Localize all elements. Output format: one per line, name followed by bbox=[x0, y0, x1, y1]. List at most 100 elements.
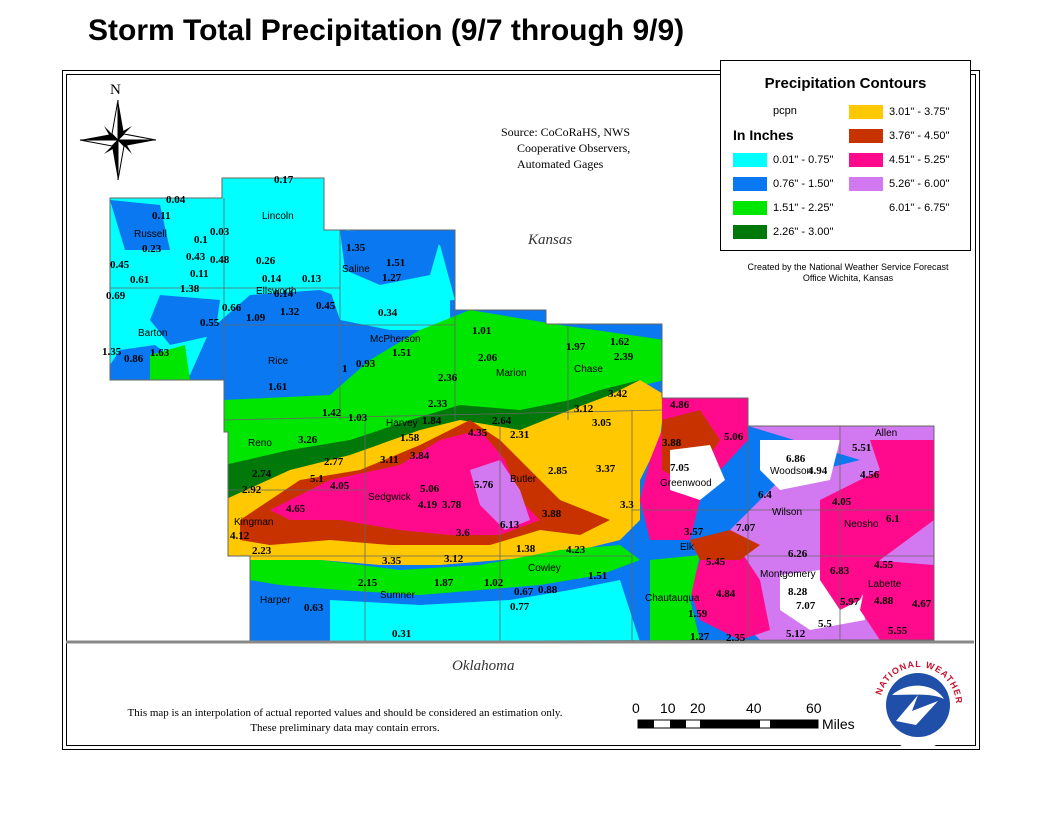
station-value: 0.66 bbox=[222, 302, 242, 314]
station-value: 0.17 bbox=[274, 174, 294, 186]
station-value: 1.03 bbox=[348, 412, 368, 424]
station-value: 2.77 bbox=[324, 456, 344, 468]
station-value: 0.48 bbox=[210, 254, 230, 266]
station-value: 0.31 bbox=[392, 628, 411, 640]
station-value: 4.19 bbox=[418, 499, 438, 511]
station-value: 2.33 bbox=[428, 398, 448, 410]
station-value: 0.63 bbox=[304, 602, 324, 614]
legend-swatch bbox=[733, 225, 767, 239]
station-value: 1.38 bbox=[180, 283, 200, 295]
county-label: Woodson bbox=[770, 466, 812, 477]
station-value: 7.05 bbox=[670, 462, 690, 474]
legend-title: Precipitation Contours bbox=[764, 75, 927, 92]
scale-tick-label: 0 bbox=[632, 700, 640, 716]
station-value: 3.05 bbox=[592, 417, 612, 429]
county-label: McPherson bbox=[370, 334, 421, 345]
station-value: 3.78 bbox=[442, 499, 462, 511]
station-value: 4.05 bbox=[330, 480, 350, 492]
county-label: Russell bbox=[134, 229, 167, 240]
station-value: 1.35 bbox=[346, 242, 366, 254]
station-value: 2.64 bbox=[492, 415, 512, 427]
station-value: 3.6 bbox=[456, 527, 470, 539]
credit: Created by the National Weather Service … bbox=[730, 262, 966, 284]
station-value: 1 bbox=[342, 363, 348, 375]
station-value: 2.15 bbox=[358, 577, 378, 589]
station-value: 1.61 bbox=[268, 381, 287, 393]
disclaimer-line-1: This map is an interpolation of actual r… bbox=[127, 707, 563, 719]
station-value: 1.84 bbox=[422, 415, 442, 427]
station-value: 4.05 bbox=[832, 496, 852, 508]
station-value: 0.45 bbox=[110, 259, 130, 271]
station-value: 3.88 bbox=[662, 437, 682, 449]
legend-label: 5.26" - 6.00" bbox=[889, 178, 950, 190]
station-value: 4.56 bbox=[860, 469, 880, 481]
source-line-1: Source: CoCoRaHS, NWS bbox=[501, 125, 630, 139]
station-value: 4.94 bbox=[808, 465, 828, 477]
county-label: Sedgwick bbox=[368, 492, 412, 503]
station-value: 4.23 bbox=[566, 544, 586, 556]
station-value: 0.1 bbox=[194, 234, 208, 246]
legend-units: In Inches bbox=[733, 127, 794, 143]
station-value: 1.58 bbox=[400, 432, 420, 444]
station-value: 6.4 bbox=[758, 489, 772, 501]
legend-label: 0.01" - 0.75" bbox=[773, 154, 834, 166]
state-label-kansas: Kansas bbox=[528, 232, 573, 248]
station-value: 1.38 bbox=[516, 543, 536, 555]
station-value: 4.67 bbox=[912, 598, 932, 610]
legend-label: 4.51" - 5.25" bbox=[889, 154, 950, 166]
map-title: Storm Total Precipitation (9/7 through 9… bbox=[88, 14, 685, 47]
station-value: 6.13 bbox=[500, 519, 520, 531]
scale-unit: Miles bbox=[822, 716, 855, 732]
county-label: Harvey bbox=[386, 418, 418, 429]
credit-line-2: Office Wichita, Kansas bbox=[802, 273, 894, 283]
station-value: 0.55 bbox=[200, 317, 220, 329]
station-value: 1.32 bbox=[280, 306, 300, 318]
county-label: Butler bbox=[510, 474, 537, 485]
station-value: 4.55 bbox=[874, 559, 894, 571]
station-value: 5.5 bbox=[818, 618, 832, 630]
legend-swatch bbox=[733, 201, 767, 215]
county-label: Cowley bbox=[528, 563, 561, 574]
station-value: 0.93 bbox=[356, 358, 376, 370]
disclaimer-line-2: These preliminary data may contain error… bbox=[250, 722, 440, 734]
legend-label: 0.76" - 1.50" bbox=[773, 178, 834, 190]
county-label: Harper bbox=[260, 595, 291, 606]
legend-swatch bbox=[849, 177, 883, 191]
credit-line-1: Created by the National Weather Service … bbox=[747, 262, 949, 272]
station-value: 1.62 bbox=[610, 336, 630, 348]
county-label: Labette bbox=[868, 579, 902, 590]
station-value: 6.1 bbox=[886, 513, 900, 525]
station-value: 0.34 bbox=[378, 307, 398, 319]
station-value: 5.97 bbox=[840, 596, 860, 608]
station-value: 0.86 bbox=[124, 353, 144, 365]
contour-cyan-mcpherson bbox=[330, 290, 450, 330]
legend-swatch bbox=[733, 177, 767, 191]
station-value: 6.26 bbox=[788, 548, 808, 560]
station-value: 3.84 bbox=[410, 450, 430, 462]
station-value: 5.12 bbox=[786, 628, 806, 640]
county-label: Montgomery bbox=[760, 569, 816, 580]
legend-label: 3.76" - 4.50" bbox=[889, 130, 950, 142]
county-label: Neosho bbox=[844, 519, 879, 530]
scale-tick-label: 20 bbox=[690, 700, 706, 716]
county-label: Wilson bbox=[772, 507, 802, 518]
county-label: Rice bbox=[268, 356, 288, 367]
county-label: Elk bbox=[680, 542, 695, 553]
station-value: 6.83 bbox=[830, 565, 850, 577]
legend-label: 6.01" - 6.75" bbox=[889, 202, 950, 214]
station-value: 8.28 bbox=[788, 586, 808, 598]
station-value: 1.51 bbox=[386, 257, 405, 269]
station-value: 0.13 bbox=[302, 273, 322, 285]
station-value: 3.3 bbox=[620, 499, 634, 511]
legend-label: 1.51" - 2.25" bbox=[773, 202, 834, 214]
station-value: 1.09 bbox=[246, 312, 266, 324]
station-value: 5.76 bbox=[474, 479, 494, 491]
legend-swatch bbox=[849, 153, 883, 167]
station-value: 5.45 bbox=[706, 556, 726, 568]
station-value: 1.63 bbox=[150, 347, 170, 359]
legend-swatch bbox=[733, 153, 767, 167]
station-value: 1.42 bbox=[322, 407, 342, 419]
legend: Precipitation Contours pcpn In Inches 0.… bbox=[720, 60, 971, 251]
station-value: 0.45 bbox=[316, 300, 336, 312]
station-value: 0.69 bbox=[106, 290, 126, 302]
